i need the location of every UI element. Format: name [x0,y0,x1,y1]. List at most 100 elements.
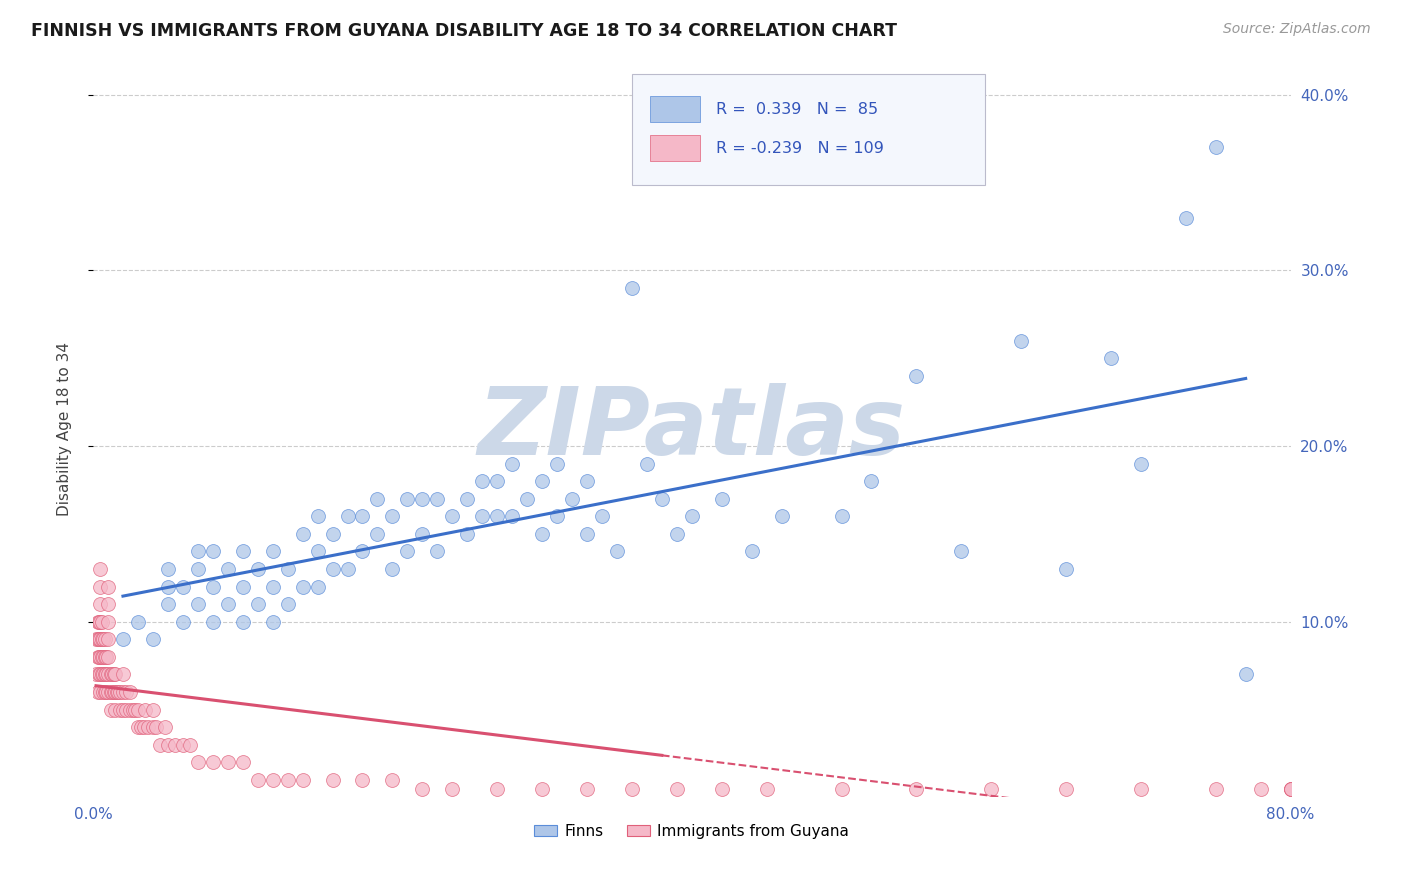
Point [179,738,201,752]
Point [905,368,928,383]
Point [111,685,134,699]
Point [156,580,179,594]
Point [576,474,599,488]
Point [411,781,433,796]
Point [93,685,115,699]
Point [576,527,599,541]
Point [84,667,107,681]
Point [501,457,523,471]
Point [665,781,688,796]
Point [591,509,613,524]
Point [1279,781,1302,796]
Point [307,580,329,594]
Point [1054,562,1077,576]
Point [277,562,299,576]
Point [291,580,314,594]
Point [381,562,404,576]
Point [84,632,107,647]
Point [366,527,388,541]
Point [336,562,359,576]
Point [1205,140,1227,154]
Point [262,772,284,787]
Point [561,491,583,506]
Point [1279,781,1302,796]
Point [172,738,194,752]
Point [651,491,673,506]
Point [322,562,344,576]
Point [381,509,404,524]
Y-axis label: Disability Age 18 to 34: Disability Age 18 to 34 [58,342,72,516]
Point [127,703,149,717]
Point [89,615,111,629]
Text: R = -0.239   N = 109: R = -0.239 N = 109 [716,141,883,155]
Point [905,781,928,796]
Point [97,597,120,611]
Point [291,772,314,787]
Point [546,457,568,471]
Point [89,667,111,681]
Point [91,632,114,647]
Point [172,580,194,594]
Point [396,491,419,506]
Point [531,527,554,541]
Point [486,509,509,524]
Point [91,649,114,664]
Point [770,509,793,524]
Text: ZIPatlas: ZIPatlas [478,383,905,475]
Point [217,597,239,611]
Text: FINNISH VS IMMIGRANTS FROM GUYANA DISABILITY AGE 18 TO 34 CORRELATION CHART: FINNISH VS IMMIGRANTS FROM GUYANA DISABI… [31,22,897,40]
Point [322,772,344,787]
Point [93,632,115,647]
Point [291,527,314,541]
Point [755,781,778,796]
Point [486,781,509,796]
Text: R =  0.339   N =  85: R = 0.339 N = 85 [716,102,877,117]
Text: Source: ZipAtlas.com: Source: ZipAtlas.com [1223,22,1371,37]
Point [91,667,114,681]
Point [142,703,165,717]
Point [187,562,209,576]
Point [396,544,419,558]
Point [96,649,118,664]
Point [108,685,131,699]
Point [100,667,122,681]
Point [411,527,433,541]
Point [132,720,155,734]
Point [217,756,239,770]
Point [710,491,733,506]
Point [93,667,115,681]
Point [307,544,329,558]
Point [1010,334,1032,348]
Point [115,703,138,717]
Point [107,685,129,699]
Point [187,756,209,770]
Point [101,667,124,681]
Point [87,667,110,681]
Point [89,597,111,611]
Point [246,562,269,576]
Point [97,632,120,647]
Point [105,685,128,699]
Point [681,509,703,524]
Point [94,649,117,664]
Point [89,580,111,594]
Point [156,562,179,576]
Point [441,509,464,524]
Point [91,615,114,629]
Point [111,703,134,717]
Point [134,703,156,717]
Point [86,685,108,699]
Point [860,474,883,488]
Point [1174,211,1197,225]
Point [246,597,269,611]
Point [89,562,111,576]
Point [86,649,108,664]
Point [187,597,209,611]
Point [620,781,643,796]
Point [471,509,494,524]
Point [120,685,142,699]
Point [86,615,108,629]
Point [97,667,120,681]
FancyBboxPatch shape [650,95,700,122]
Point [1099,351,1122,366]
